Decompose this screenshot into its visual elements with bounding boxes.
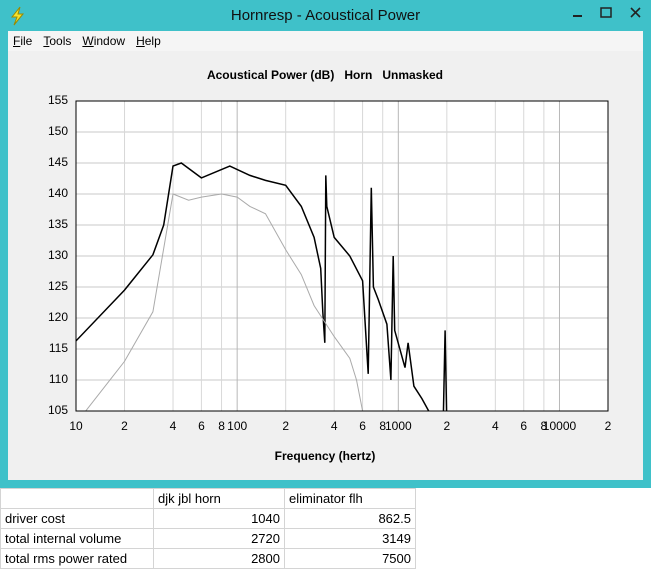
y-tick-label: 135	[48, 217, 68, 231]
x-tick-label: 8	[541, 419, 548, 433]
data-row: total rms power rated 2800 7500	[0, 548, 416, 569]
menu-item[interactable]: Window	[82, 34, 126, 48]
menu-item[interactable]: File	[13, 34, 33, 48]
x-axis-label: Frequency (hertz)	[275, 449, 376, 463]
cell[interactable]: 2800	[153, 548, 285, 569]
row-label[interactable]: total internal volume	[0, 528, 154, 549]
window-title: Hornresp - Acoustical Power	[230, 7, 421, 24]
title-bar: Hornresp - Acoustical Power	[0, 0, 651, 31]
cell[interactable]: 7500	[284, 548, 416, 569]
menu-item[interactable]: Tools	[43, 34, 72, 48]
x-tick-label: 4	[331, 419, 338, 433]
y-tick-label: 140	[48, 186, 68, 200]
x-tick-label: 10	[69, 419, 83, 433]
y-tick-label: 150	[48, 124, 68, 138]
x-tick-label: 2	[121, 419, 128, 433]
spreadsheet: djk jbl horn eliminator flh driver cost 104…	[0, 488, 416, 569]
y-tick-label: 115	[49, 341, 68, 355]
column-header[interactable]: eliminator flh	[284, 488, 416, 509]
x-tick-label: 6	[198, 419, 205, 433]
menu-bar: File Tools Window Help	[8, 31, 643, 51]
cell	[0, 488, 154, 509]
y-tick-label: 145	[48, 155, 68, 169]
column-header[interactable]: djk jbl horn	[153, 488, 285, 509]
cell[interactable]: 862.5	[284, 508, 416, 529]
data-row: total internal volume 2720 3149	[0, 528, 416, 549]
app-icon	[10, 6, 25, 26]
menu-item[interactable]: Help	[136, 34, 161, 48]
cell[interactable]: 1040	[153, 508, 285, 529]
x-tick-label: 6	[520, 419, 527, 433]
x-tick-label: 10000	[543, 419, 577, 433]
series-line	[85, 193, 364, 411]
series-line	[76, 162, 448, 411]
x-tick-label: 4	[492, 419, 499, 433]
y-tick-label: 110	[49, 372, 68, 386]
row-label[interactable]: driver cost	[0, 508, 154, 529]
header-row: djk jbl horn eliminator flh	[0, 488, 416, 509]
x-tick-label: 8	[379, 419, 386, 433]
client-area: File Tools Window Help Acoustical Power (dB…	[8, 31, 643, 480]
row-label[interactable]: total rms power rated	[0, 548, 154, 569]
x-tick-label: 2	[443, 419, 450, 433]
data-row: driver cost 1040 862.5	[0, 508, 416, 529]
y-tick-label: 105	[48, 403, 68, 417]
chart-title: Acoustical Power (dB) Horn Unmasked	[207, 68, 443, 82]
x-tick-label: 2	[282, 419, 289, 433]
y-tick-label: 130	[48, 248, 68, 262]
cell[interactable]: 2720	[153, 528, 285, 549]
cell[interactable]: 3149	[284, 528, 416, 549]
y-tick-label: 155	[48, 93, 68, 107]
y-tick-label: 120	[48, 310, 68, 324]
chart: Acoustical Power (dB) Horn Unmasked Freq…	[48, 68, 612, 463]
plot-area	[75, 100, 609, 412]
x-tick-label: 2	[605, 419, 612, 433]
x-tick-label: 100	[227, 419, 247, 433]
x-tick-label: 4	[170, 419, 177, 433]
y-tick-label: 125	[48, 279, 68, 293]
window-controls[interactable]	[548, 2, 648, 26]
x-tick-label: 1000	[385, 419, 412, 433]
app-window: Hornresp - Acoustical Power File Tools Win…	[0, 0, 651, 488]
x-tick-label: 6	[359, 419, 366, 433]
x-tick-label: 8	[218, 419, 225, 433]
